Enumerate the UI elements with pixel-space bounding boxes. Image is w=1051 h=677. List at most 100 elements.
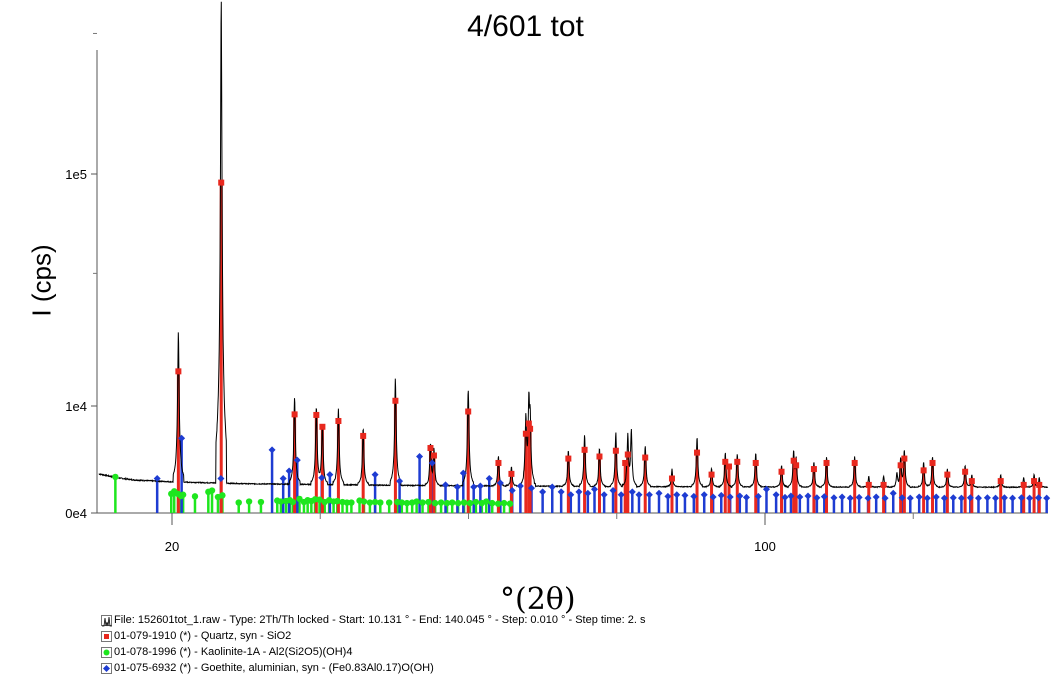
phase-stick <box>593 489 596 513</box>
phase-markers <box>112 179 1051 507</box>
phase-stick <box>247 501 251 513</box>
phase-stick <box>284 501 288 513</box>
quartz-marker <box>880 481 887 488</box>
phase-stick <box>675 494 679 513</box>
goethite-marker <box>453 483 461 491</box>
phase-stick <box>1032 481 1036 513</box>
phase-stick <box>986 497 989 513</box>
phase-stick <box>902 458 906 513</box>
goethite-marker <box>983 494 991 502</box>
phase-stick <box>602 494 606 513</box>
goethite-marker <box>830 494 838 502</box>
phase-stick <box>727 466 731 513</box>
phase-stick <box>361 435 365 513</box>
quartz-marker <box>865 481 872 488</box>
quartz-marker <box>944 471 951 478</box>
x-tick-label: 20 <box>165 539 179 554</box>
quartz-marker <box>642 454 649 461</box>
phase-stick <box>237 502 240 513</box>
quartz-marker <box>291 411 298 418</box>
red-square-marker-icon <box>101 630 112 642</box>
y-tick-label: 1e4 <box>65 399 87 414</box>
goethite-marker <box>575 488 583 496</box>
kaolinite-marker <box>348 499 355 506</box>
goethite-marker <box>906 494 914 502</box>
phase-stick <box>114 476 117 513</box>
phase-stick <box>960 498 963 513</box>
phase-stick <box>945 474 949 513</box>
kaolinite-marker <box>489 499 496 507</box>
quartz-marker <box>430 452 437 459</box>
phase-stick <box>815 497 819 513</box>
phase-stick <box>806 495 810 513</box>
kaolinite-marker <box>296 495 303 503</box>
goethite-marker <box>416 453 424 461</box>
goethite-marker <box>459 469 467 477</box>
quartz-marker <box>612 447 619 454</box>
phase-stick <box>765 489 768 513</box>
kaolinite-marker <box>360 498 368 505</box>
goethite-marker <box>153 475 161 483</box>
goethite-marker <box>428 459 436 467</box>
phase-stick <box>306 500 309 513</box>
phase-stick <box>468 503 472 513</box>
phase-stick <box>1020 497 1023 513</box>
phase-stick <box>485 501 488 513</box>
goethite-marker <box>915 493 923 501</box>
goethite-marker <box>957 494 965 502</box>
phase-stick <box>738 495 742 513</box>
goethite-marker <box>396 477 404 485</box>
legend-item-quartz: 01-079-1910 (*) - Quartz, syn - SiO2 <box>101 628 646 644</box>
goethite-marker <box>940 494 948 502</box>
phase-stick <box>559 491 563 513</box>
quartz-marker <box>920 467 927 474</box>
phase-stick <box>445 503 449 513</box>
quartz-marker <box>495 459 502 466</box>
goethite-marker <box>1009 494 1017 502</box>
quartz-marker <box>778 468 785 475</box>
phase-stick <box>683 495 687 513</box>
kaolinite-marker <box>398 499 405 506</box>
phase-stick <box>774 494 778 513</box>
phase-stick <box>1028 498 1031 513</box>
goethite-marker <box>557 488 565 496</box>
phase-stick <box>524 433 528 513</box>
quartz-marker <box>218 179 225 186</box>
phase-stick <box>328 474 332 513</box>
phase-stick <box>963 471 967 513</box>
goethite-marker <box>496 479 504 487</box>
phase-stick <box>466 411 470 513</box>
goethite-marker <box>600 491 608 499</box>
kaolinite-marker <box>483 498 490 505</box>
goethite-marker <box>217 475 225 483</box>
phase-stick <box>583 449 587 513</box>
x-axis-title: °(2θ) <box>500 582 576 617</box>
phase-stick <box>874 497 878 513</box>
quartz-marker <box>581 446 588 453</box>
phase-stick <box>172 491 176 513</box>
phase-stick <box>541 491 544 513</box>
goethite-marker <box>645 491 653 499</box>
quartz-marker <box>725 463 732 470</box>
quartz-marker <box>694 449 701 456</box>
goethite-marker <box>371 471 379 479</box>
quartz-marker <box>790 457 797 464</box>
quartz-marker <box>810 466 817 473</box>
phase-stick <box>792 460 796 513</box>
legend-label-quartz: 01-079-1910 (*) - Quartz, syn - SiO2 <box>114 630 292 642</box>
phase-stick <box>666 496 670 513</box>
phase-stick <box>783 497 787 513</box>
goethite-marker <box>591 485 599 493</box>
goethite-marker <box>754 492 762 500</box>
phase-stick <box>848 498 852 513</box>
phase-stick <box>977 498 980 513</box>
phase-stick <box>823 496 826 513</box>
legend: File: 152601tot_1.raw - Type: 2Th/Th loc… <box>101 612 646 676</box>
phase-stick <box>474 502 478 513</box>
phase-stick <box>293 414 297 513</box>
kaolinite-marker <box>235 499 242 506</box>
quartz-marker <box>392 397 399 404</box>
kaolinite-marker <box>472 498 480 506</box>
phase-stick <box>480 503 484 513</box>
